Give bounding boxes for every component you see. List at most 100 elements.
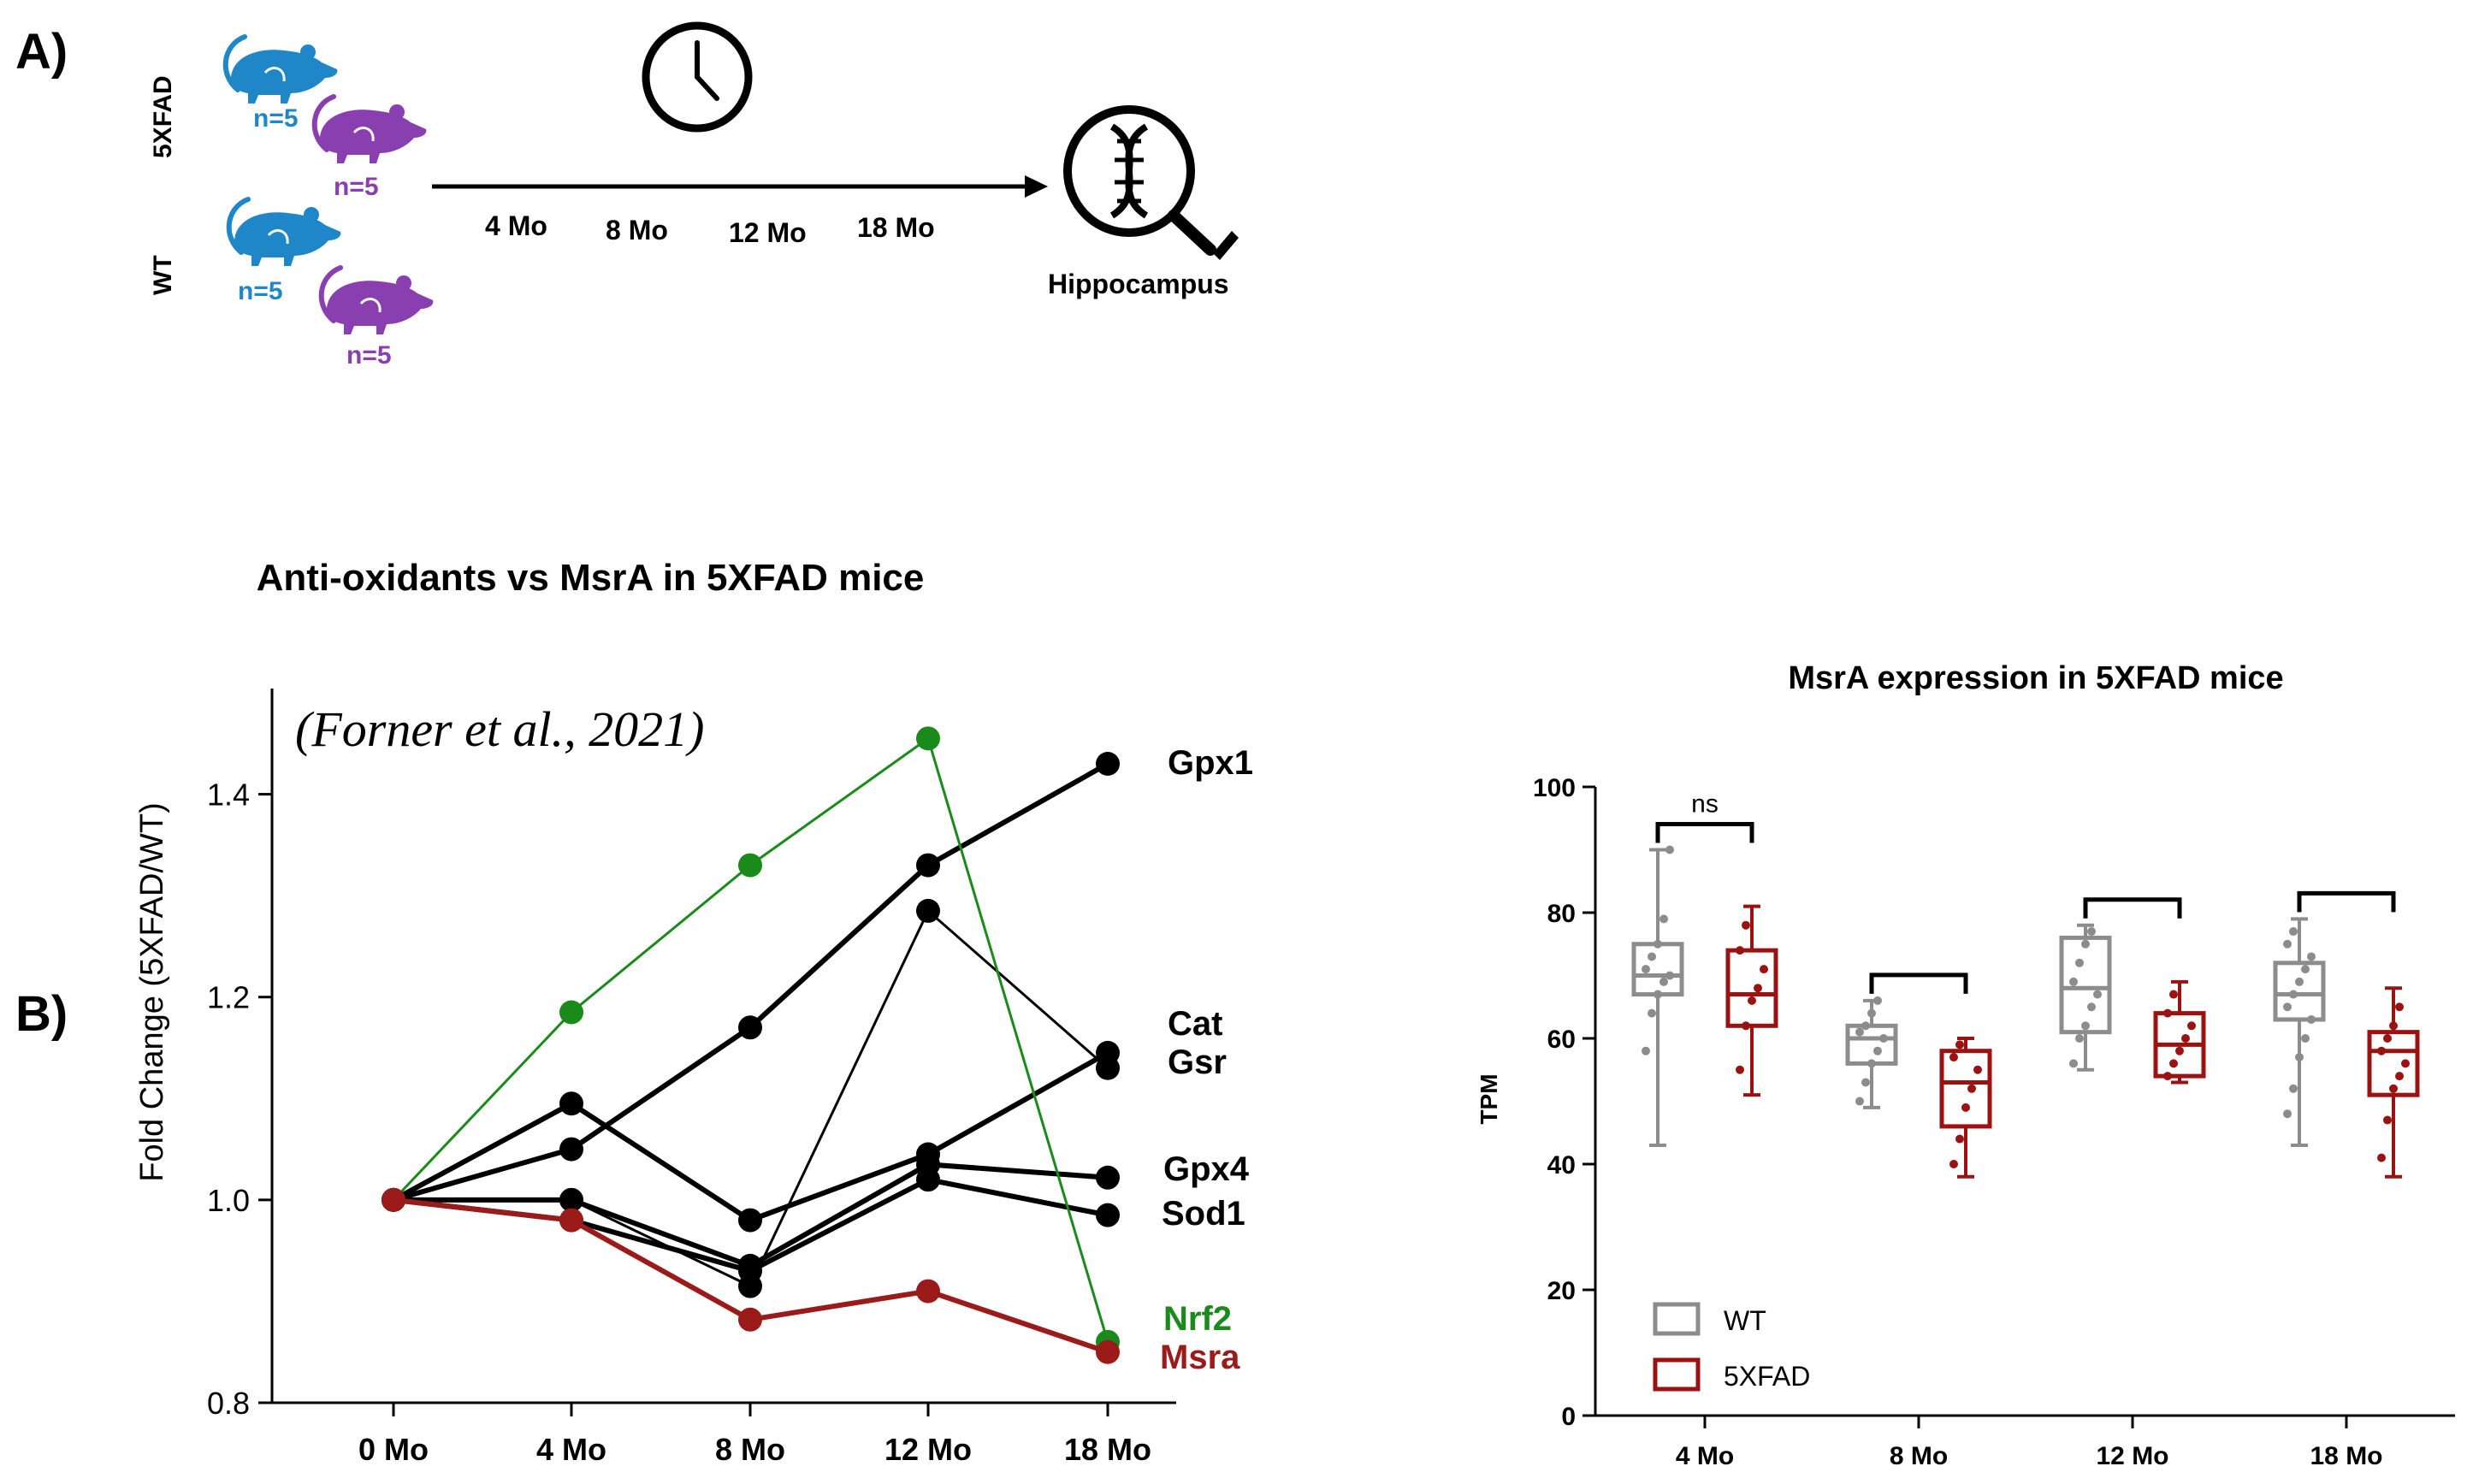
y-tick-label: 1.4 xyxy=(207,777,250,813)
box-point xyxy=(1973,1065,1982,1074)
box-5xfad xyxy=(1725,904,1778,1097)
box-point xyxy=(2383,1034,2392,1043)
box-point xyxy=(1642,965,1650,974)
chart-title: Anti-oxidants vs MsrA in 5XFAD mice xyxy=(257,557,925,599)
box-chart-title: MsrA expression in 5XFAD mice xyxy=(1788,660,2283,696)
box-iqr xyxy=(1845,1023,1898,1066)
group-label-5xfad: 5XFAD xyxy=(149,75,177,158)
y-tick-label: 40 xyxy=(1547,1151,1576,1180)
series-msra: Msra xyxy=(382,1187,1240,1376)
box-point xyxy=(2377,1153,2386,1162)
data-point xyxy=(1096,1055,1120,1080)
citation-annotation: (Forner et al., 2021) xyxy=(295,701,704,757)
box-point xyxy=(2069,1059,2078,1068)
box-5xfad xyxy=(2367,986,2420,1179)
data-point xyxy=(559,1000,583,1025)
x-tick-label: 12 Mo xyxy=(884,1432,972,1467)
x-tick-label: 0 Mo xyxy=(358,1432,429,1467)
data-point xyxy=(559,1137,583,1162)
box-point xyxy=(2081,939,2090,949)
box-wt xyxy=(2059,923,2112,1072)
data-point xyxy=(1096,1339,1120,1364)
box-point xyxy=(2163,1072,2172,1081)
box-point xyxy=(2307,952,2316,961)
significance-label: ns xyxy=(1691,790,1719,819)
data-point xyxy=(738,1015,762,1040)
box-5xfad xyxy=(1939,1037,1992,1179)
box-point xyxy=(1855,1027,1864,1037)
data-point xyxy=(559,1208,583,1233)
y-tick-label: 1.2 xyxy=(207,980,250,1015)
box-point xyxy=(2377,1046,2386,1055)
n-label: n=5 xyxy=(334,173,379,201)
series-label: Gsr xyxy=(1168,1044,1227,1081)
n-label: n=5 xyxy=(238,277,283,305)
x-tick-label: 8 Mo xyxy=(1890,1442,1948,1470)
box-point xyxy=(2307,1014,2316,1024)
box-point xyxy=(1742,1021,1750,1031)
box-point xyxy=(1861,1078,1870,1087)
box-point xyxy=(2169,990,2178,999)
box-point xyxy=(1855,1097,1864,1106)
n-label: n=5 xyxy=(253,104,299,133)
y-tick-label: 60 xyxy=(1547,1026,1576,1054)
box-point xyxy=(1748,996,1756,1005)
data-point xyxy=(559,1091,583,1116)
series-label: Nrf2 xyxy=(1163,1300,1232,1338)
mouse-icon xyxy=(229,199,341,266)
box-wt xyxy=(2273,917,2326,1147)
box-point xyxy=(2283,1002,2292,1012)
endpoint-label: Hippocampus xyxy=(1048,269,1229,299)
box-point xyxy=(1949,1053,1958,1062)
box-iqr xyxy=(1725,948,1778,1028)
data-point xyxy=(1096,1165,1120,1190)
box-iqr xyxy=(1939,1049,1992,1129)
box-point xyxy=(1867,1008,1876,1018)
box-chart-plot: 0 20 40 60 80 100 4 Mo 8 Mo 12 Mo 18 Mo ns xyxy=(1533,774,2420,1470)
mouse-icon xyxy=(315,97,427,163)
box-point xyxy=(2383,1115,2392,1125)
group-label-wt: WT xyxy=(149,255,177,295)
box-point xyxy=(1654,990,1662,999)
box-point xyxy=(1742,920,1750,930)
series-gsr: Gsr xyxy=(382,898,1227,1298)
box-point xyxy=(1665,845,1674,854)
box-iqr xyxy=(2273,961,2326,1022)
box-point xyxy=(1648,1008,1656,1018)
significance-bracket xyxy=(2297,890,2396,913)
box-point xyxy=(2169,1059,2178,1068)
box-point xyxy=(2389,1021,2398,1031)
box-point xyxy=(1873,996,1882,1005)
data-point xyxy=(916,898,940,923)
series-label: Cat xyxy=(1168,1005,1222,1043)
mouse-icon xyxy=(226,37,338,103)
box-point xyxy=(2301,1034,2310,1043)
x-tick-label: 4 Mo xyxy=(536,1432,606,1467)
panel-a-label: A) xyxy=(15,24,68,80)
box-point xyxy=(1736,1065,1744,1074)
timepoint-label: 8 Mo xyxy=(606,215,668,245)
data-point xyxy=(916,853,940,878)
box-point xyxy=(2087,927,2096,937)
box-point xyxy=(1754,984,1762,993)
box-iqr xyxy=(1631,942,1684,997)
x-tick-label: 8 Mo xyxy=(715,1432,785,1467)
box-point xyxy=(2081,1021,2090,1031)
x-tick-label: 4 Mo xyxy=(1676,1442,1734,1470)
x-tick-label: 18 Mo xyxy=(1064,1432,1151,1467)
box-point xyxy=(2075,958,2084,967)
n-label: n=5 xyxy=(346,341,392,370)
box-point xyxy=(1654,939,1662,949)
data-point xyxy=(738,1258,762,1283)
panel-b: B) Anti-oxidants vs MsrA in 5XFAD mice (… xyxy=(15,557,1253,1467)
data-point xyxy=(738,1307,762,1332)
box-point xyxy=(2163,1008,2172,1018)
box-point xyxy=(2289,1084,2298,1093)
box-y-axis-label: TPM xyxy=(1476,1073,1502,1124)
series-label: Msra xyxy=(1160,1339,1240,1376)
panel-b-label: B) xyxy=(15,986,68,1042)
arrow-head xyxy=(1025,175,1048,198)
panel-a: A) 5XFAD n=5 n=5 WT n=5 n=5 4 Mo 8 Mo 12… xyxy=(15,21,1239,370)
data-point xyxy=(1096,1203,1120,1227)
box-wt xyxy=(1631,845,1684,1147)
